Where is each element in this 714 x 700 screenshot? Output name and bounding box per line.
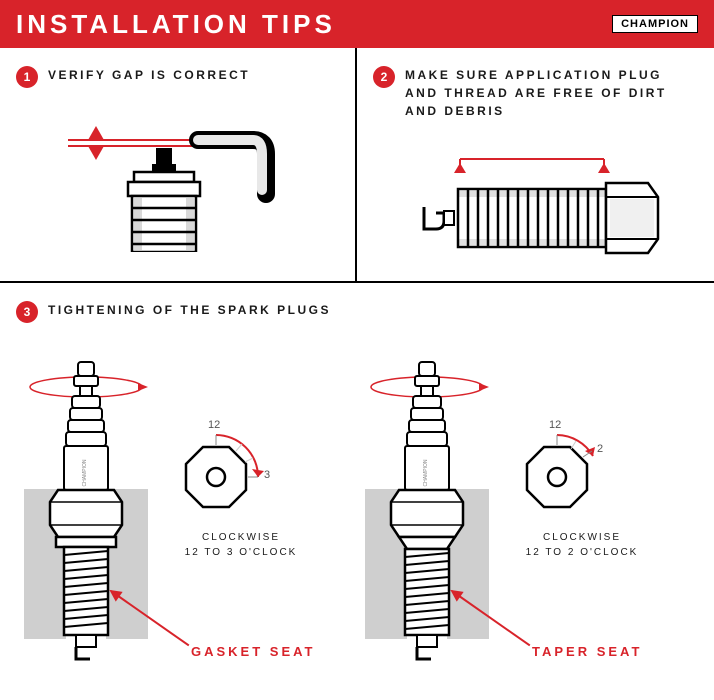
taper-clock-label: CLOCKWISE 12 TO 2 O'CLOCK	[507, 530, 657, 560]
top-row: 1 VERIFY GAP IS CORRECT	[0, 48, 714, 283]
step-3-head: 3 TIGHTENING OF THE SPARK PLUGS	[16, 301, 698, 323]
step-2-panel: 2 MAKE SURE APPLICATION PLUG AND THREAD …	[357, 48, 714, 281]
clock-12: 12	[549, 419, 561, 431]
gasket-plug-svg: CHAMPION	[16, 347, 156, 667]
step-1-panel: 1 VERIFY GAP IS CORRECT	[0, 48, 357, 281]
gasket-seat-label: GASKET SEAT	[191, 644, 316, 659]
step-2-text: MAKE SURE APPLICATION PLUG AND THREAD AR…	[405, 66, 698, 120]
tightening-row: CHAMPION	[16, 337, 698, 677]
taper-plug-wrap: CHAMPION	[357, 347, 497, 667]
svg-text:CHAMPION: CHAMPION	[423, 459, 429, 486]
step-3-text: TIGHTENING OF THE SPARK PLUGS	[48, 301, 331, 319]
gasket-oct-svg	[166, 427, 266, 517]
brand-logo: CHAMPION	[612, 15, 698, 33]
taper-plug-svg: CHAMPION	[357, 347, 497, 667]
clock-12: 12	[208, 419, 220, 431]
taper-oct-svg	[507, 427, 607, 517]
taper-group: CHAMPION	[357, 337, 698, 677]
thread-svg	[386, 139, 686, 279]
taper-seat-label: TAPER SEAT	[532, 644, 642, 659]
svg-text:CHAMPION: CHAMPION	[82, 459, 88, 486]
step-3-badge: 3	[16, 301, 38, 323]
clock-2: 2	[597, 443, 603, 455]
step-1-head: 1 VERIFY GAP IS CORRECT	[16, 66, 339, 88]
gasket-plug-wrap: CHAMPION	[16, 347, 156, 667]
thread-diagram	[373, 134, 698, 284]
step-2-badge: 2	[373, 66, 395, 88]
page-title: INSTALLATION TIPS	[16, 9, 336, 40]
step-3-panel: 3 TIGHTENING OF THE SPARK PLUGS	[0, 283, 714, 698]
step-2-head: 2 MAKE SURE APPLICATION PLUG AND THREAD …	[373, 66, 698, 120]
header-bar: INSTALLATION TIPS CHAMPION	[0, 0, 714, 48]
gap-diagram	[16, 102, 339, 252]
gasket-rotation: 12 3 CLOCKWISE 12 TO 3 O'CLOCK	[166, 427, 316, 560]
gasket-group: CHAMPION	[16, 337, 357, 677]
gasket-clock-label: CLOCKWISE 12 TO 3 O'CLOCK	[166, 530, 316, 560]
gap-svg	[48, 102, 308, 252]
taper-rotation: 12 2 CLOCKWISE 12 TO 2 O'CLOCK	[507, 427, 657, 560]
step-1-text: VERIFY GAP IS CORRECT	[48, 66, 250, 84]
clock-3: 3	[264, 469, 270, 481]
step-1-badge: 1	[16, 66, 38, 88]
